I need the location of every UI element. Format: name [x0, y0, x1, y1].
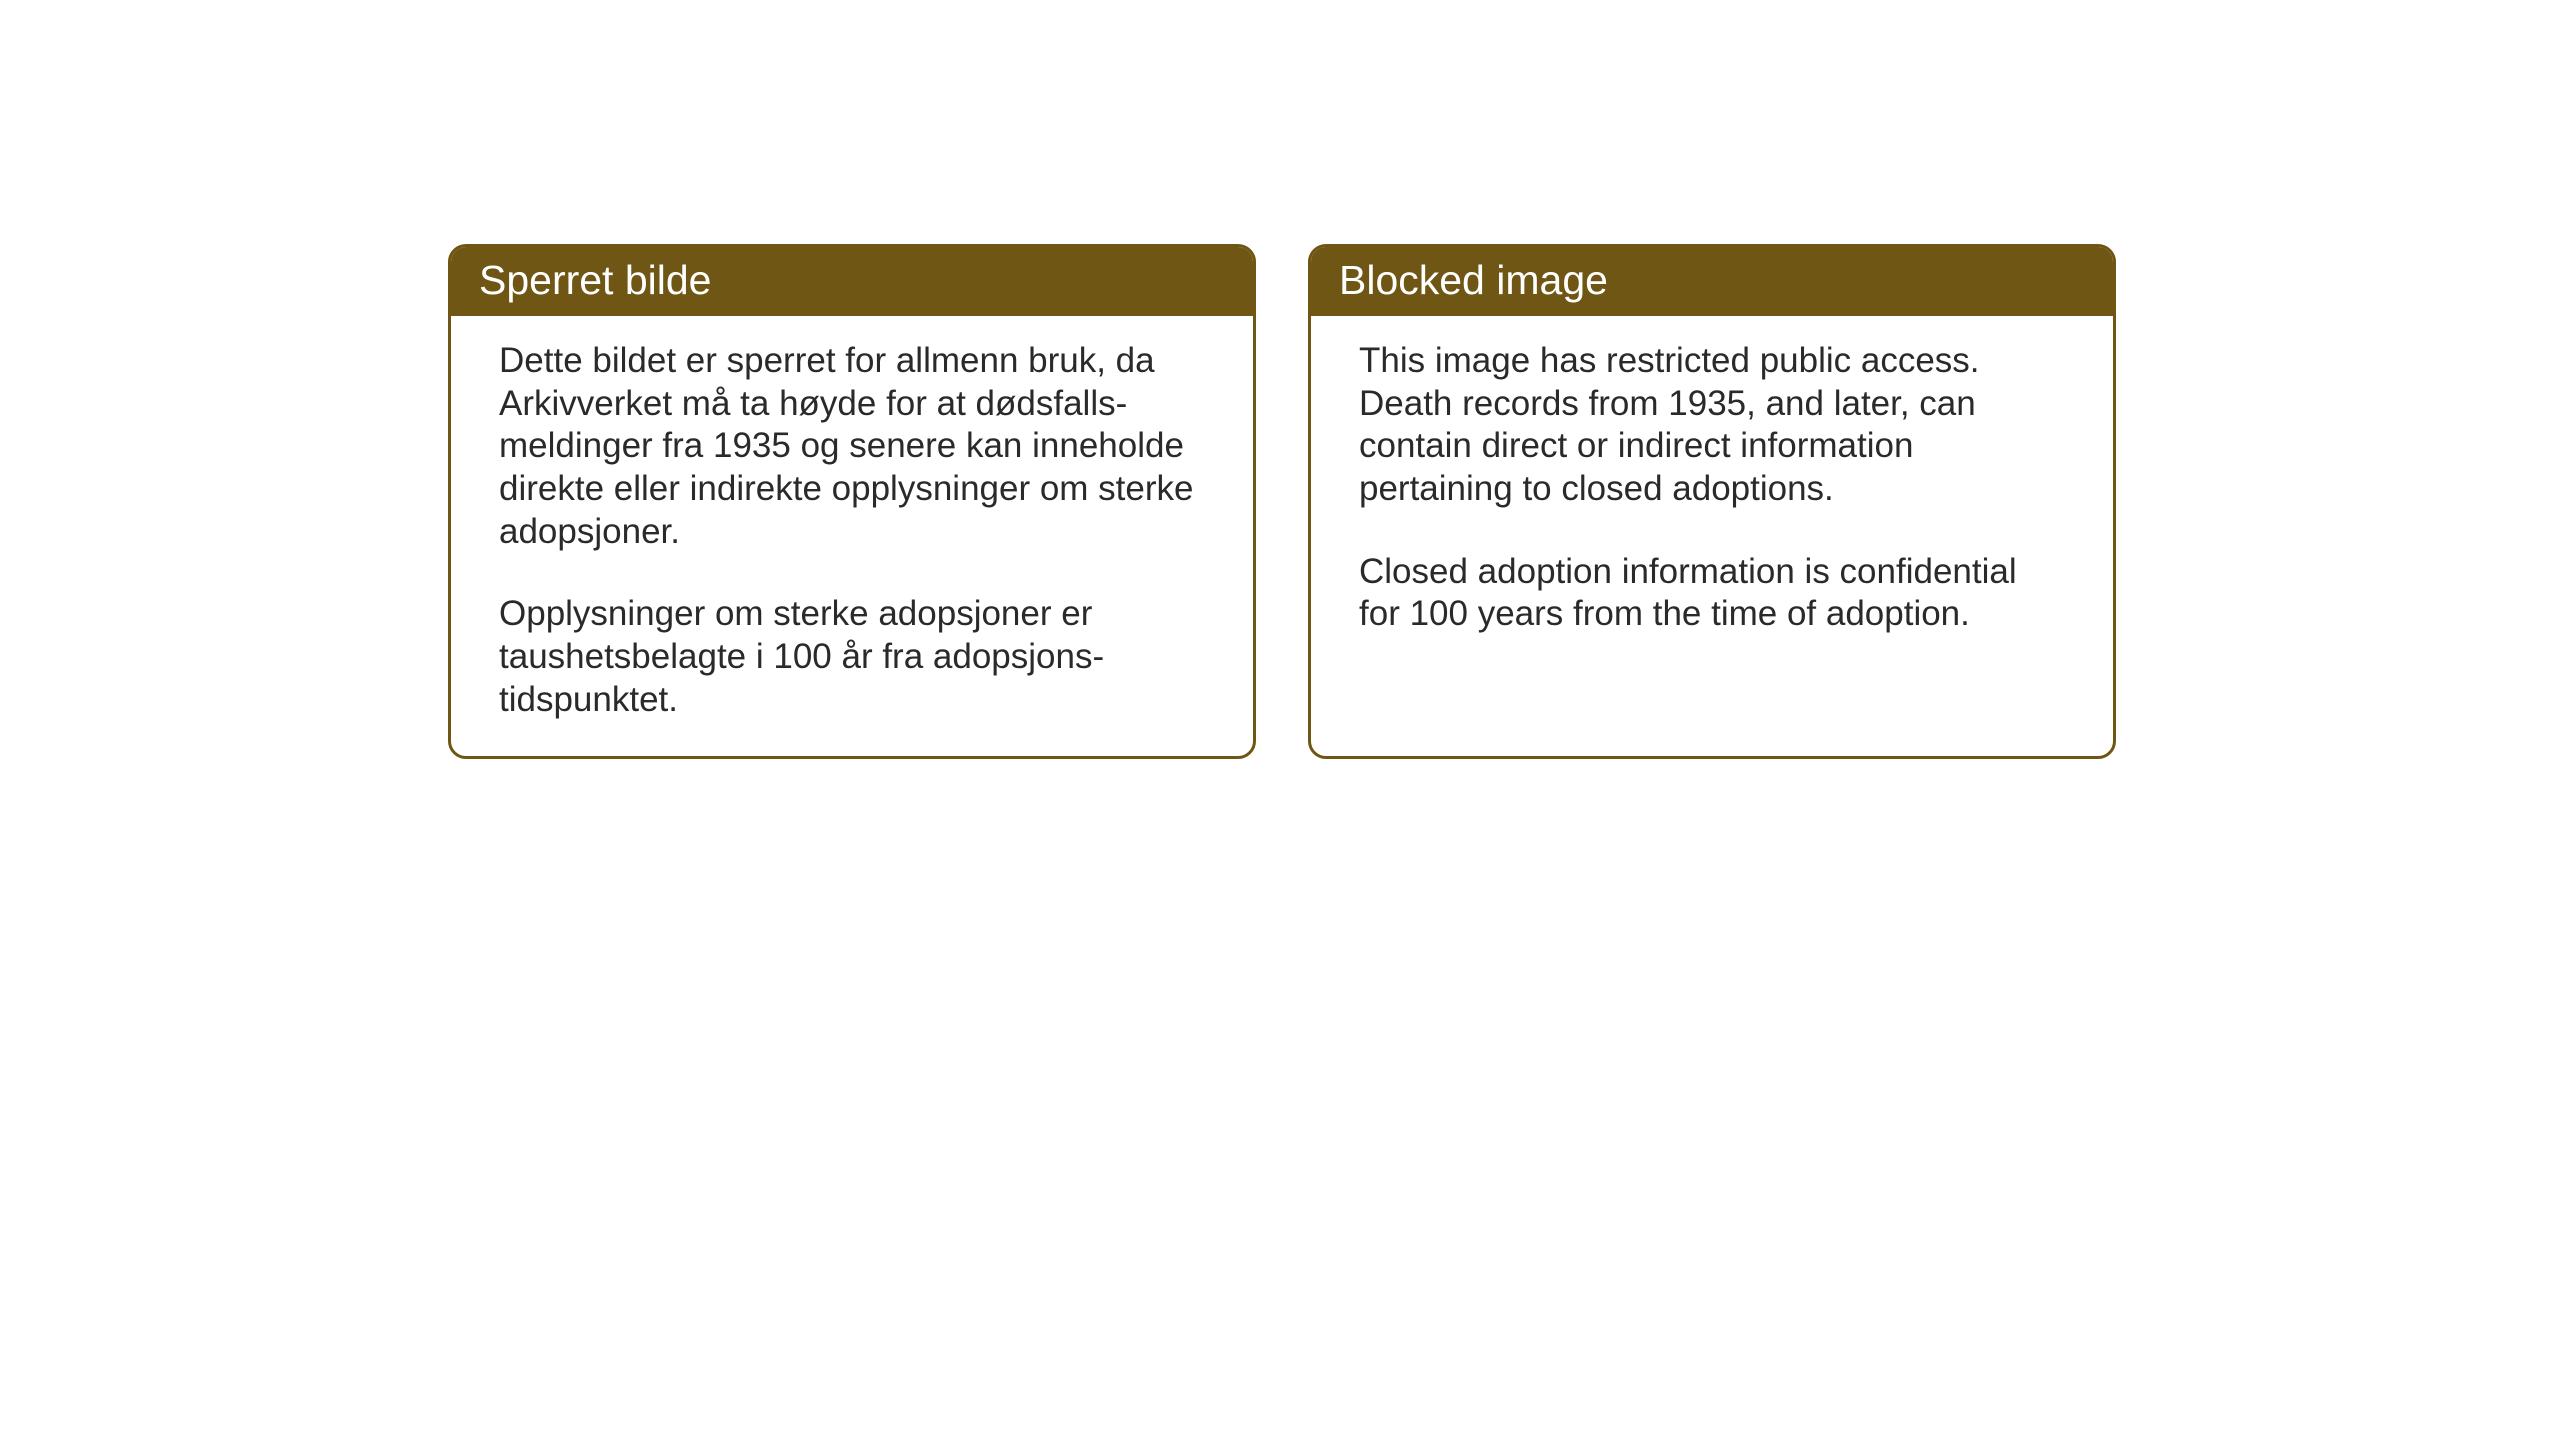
- notice-header-norwegian: Sperret bilde: [451, 247, 1253, 316]
- notice-body-english: This image has restricted public access.…: [1311, 316, 2113, 756]
- notice-paragraph-1-norwegian: Dette bildet er sperret for allmenn bruk…: [499, 340, 1205, 553]
- notice-header-english: Blocked image: [1311, 247, 2113, 316]
- notice-container: Sperret bilde Dette bildet er sperret fo…: [448, 244, 2116, 759]
- notice-paragraph-2-english: Closed adoption information is confident…: [1359, 551, 2065, 636]
- notice-title-norwegian: Sperret bilde: [479, 257, 711, 303]
- notice-paragraph-1-english: This image has restricted public access.…: [1359, 340, 2065, 511]
- notice-body-norwegian: Dette bildet er sperret for allmenn bruk…: [451, 316, 1253, 756]
- notice-box-english: Blocked image This image has restricted …: [1308, 244, 2116, 759]
- notice-paragraph-2-norwegian: Opplysninger om sterke adopsjoner er tau…: [499, 593, 1205, 721]
- notice-title-english: Blocked image: [1339, 257, 1608, 303]
- notice-box-norwegian: Sperret bilde Dette bildet er sperret fo…: [448, 244, 1256, 759]
